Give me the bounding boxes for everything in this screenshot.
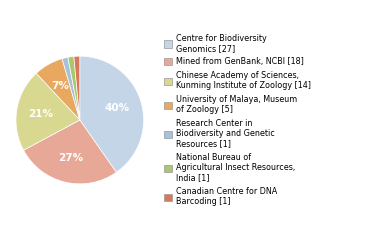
Wedge shape	[16, 73, 80, 150]
Text: 27%: 27%	[58, 154, 83, 163]
Wedge shape	[62, 57, 80, 120]
Wedge shape	[24, 120, 116, 184]
Text: 40%: 40%	[105, 103, 130, 113]
Legend: Centre for Biodiversity
Genomics [27], Mined from GenBank, NCBI [18], Chinese Ac: Centre for Biodiversity Genomics [27], M…	[164, 34, 311, 206]
Wedge shape	[68, 56, 80, 120]
Text: 7%: 7%	[51, 81, 69, 90]
Wedge shape	[74, 56, 80, 120]
Wedge shape	[80, 56, 144, 172]
Text: 21%: 21%	[28, 108, 53, 119]
Wedge shape	[36, 59, 80, 120]
